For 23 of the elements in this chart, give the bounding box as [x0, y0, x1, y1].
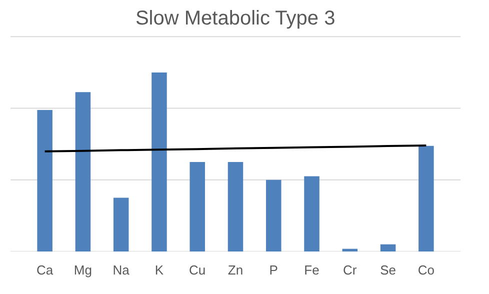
bar	[304, 176, 320, 252]
bar	[228, 162, 244, 252]
x-tick-label: Se	[380, 262, 396, 278]
chart-title: Slow Metabolic Type 3	[135, 8, 336, 30]
bar	[37, 110, 52, 252]
bar	[75, 92, 91, 252]
x-tick-label: Ca	[36, 262, 54, 278]
x-tick-label: Zn	[228, 262, 244, 278]
bar	[190, 162, 205, 252]
x-tick-label: Cr	[343, 262, 358, 278]
bar	[266, 180, 282, 252]
x-tick-label: Cu	[189, 262, 206, 278]
x-tick-label: Na	[112, 262, 130, 278]
bar	[380, 244, 396, 252]
x-tick-label: Fe	[304, 262, 320, 278]
bar	[113, 198, 129, 252]
bar	[342, 248, 358, 252]
x-tick-label: P	[269, 262, 278, 278]
x-tick-label: Co	[418, 262, 434, 278]
x-tick-label: Mg	[74, 262, 92, 278]
x-tick-label: K	[154, 262, 164, 278]
bar	[152, 72, 167, 252]
bar	[418, 146, 434, 252]
